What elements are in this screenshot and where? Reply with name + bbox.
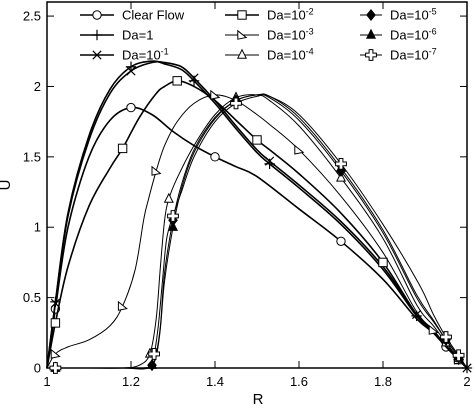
- legend-label: Da=10-5: [390, 7, 437, 23]
- data-point: [210, 89, 221, 100]
- legend-marker: [236, 48, 248, 59]
- data-point: [151, 165, 162, 176]
- data-point: [452, 349, 465, 362]
- x-axis-label: R: [253, 391, 264, 408]
- series-4: [46, 89, 468, 369]
- data-point: [50, 318, 61, 328]
- axes: 1 1.2 1.4 1.6 1.8 2 0 0.5 1 1.5 2 2.5: [23, 1, 471, 389]
- data-point: [252, 135, 262, 145]
- plot-frame: [46, 1, 468, 369]
- legend-label: Da=1: [122, 28, 153, 43]
- legend-item: Da=10-2: [225, 7, 314, 23]
- legend-label: Clear Flow: [122, 8, 185, 23]
- legend-label: Da=10-7: [390, 47, 437, 63]
- series-5: [47, 91, 468, 372]
- series-1: [46, 60, 473, 374]
- legend-label: Da=10-4: [267, 47, 314, 63]
- legend-item: Da=10-5: [360, 7, 437, 23]
- data-point: [378, 257, 388, 268]
- legend-marker: [237, 10, 247, 20]
- data-point: [210, 152, 220, 162]
- legend-label: Da=10-1: [122, 47, 169, 63]
- data-point: [167, 210, 179, 222]
- legend-marker: [365, 28, 377, 39]
- data-point: [163, 192, 174, 203]
- data-point: [148, 348, 160, 360]
- legend-item: Da=10-7: [360, 47, 437, 63]
- series-line: [46, 60, 468, 369]
- legend-marker: [365, 49, 377, 61]
- x-tick-label: 1.6: [290, 374, 308, 389]
- y-axis-label: U: [0, 180, 14, 191]
- series-line: [47, 93, 468, 369]
- data-point: [335, 157, 347, 170]
- legend-item: Da=10-1: [80, 47, 169, 63]
- series-line: [46, 80, 468, 369]
- data-point: [440, 331, 452, 343]
- x-tick-label: 2: [463, 374, 470, 389]
- data-point: [264, 156, 275, 166]
- data-point: [230, 97, 242, 110]
- data-point: [167, 220, 179, 231]
- legend-label: Da=10-6: [390, 27, 437, 43]
- legend-marker: [237, 29, 248, 40]
- data-point: [335, 171, 347, 182]
- y-tick-label: 1: [34, 220, 41, 235]
- legend-item: Da=10-4: [225, 47, 314, 63]
- data-point: [336, 236, 346, 247]
- data-point: [189, 73, 199, 83]
- legend-marker: [92, 50, 102, 60]
- data-point: [126, 102, 136, 113]
- series-group: [46, 60, 473, 374]
- x-tick-label: 1: [43, 374, 50, 389]
- legend-label: Da=10-2: [267, 7, 314, 23]
- legend-item: Clear Flow: [80, 8, 185, 23]
- legend-item: Da=10-3: [225, 27, 314, 43]
- series-8: [47, 94, 468, 374]
- data-point: [126, 66, 136, 76]
- y-tick-label: 0: [34, 361, 41, 376]
- series-line: [47, 94, 468, 369]
- legend-item: Da=10-6: [360, 27, 437, 43]
- legend-marker: [366, 9, 376, 21]
- series-line: [47, 94, 468, 370]
- data-point: [172, 76, 182, 86]
- x-tick-label: 1.8: [374, 374, 392, 389]
- series-line: [46, 106, 468, 369]
- y-tick-label: 2: [34, 79, 41, 94]
- legend-label: Da=10-3: [267, 27, 314, 43]
- y-tick-label: 0.5: [23, 290, 41, 305]
- y-tick-label: 1.5: [23, 149, 41, 164]
- data-point: [50, 348, 61, 359]
- data-point: [117, 300, 128, 311]
- series-line: [46, 94, 468, 369]
- x-tick-label: 1.4: [206, 374, 224, 389]
- legend-item: Da=1: [80, 28, 153, 43]
- x-tick-label: 1.2: [122, 374, 140, 389]
- data-point: [428, 324, 439, 335]
- legend-marker: [91, 29, 103, 41]
- y-tick-label: 2.5: [23, 9, 41, 24]
- data-point: [117, 143, 128, 154]
- series-line: [46, 60, 468, 369]
- data-point: [294, 144, 305, 155]
- data-point: [49, 362, 62, 374]
- legend-marker: [92, 10, 102, 20]
- legend: Clear Flow Da=1 Da=10-1 Da=10-2 Da=10-3 Da=10…: [80, 7, 437, 63]
